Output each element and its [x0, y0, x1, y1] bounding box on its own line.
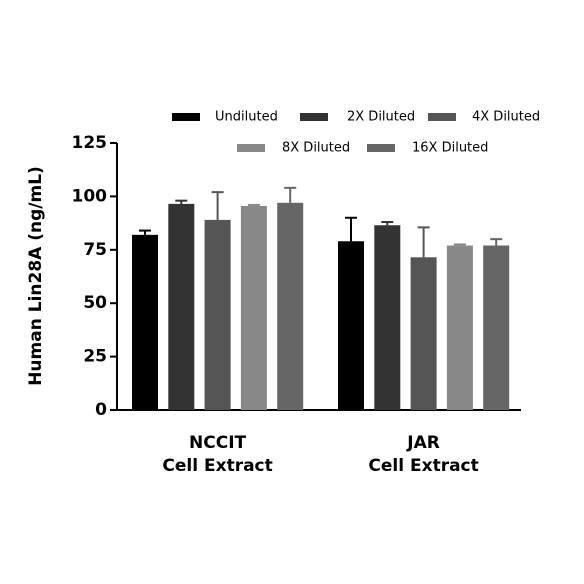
- bar: [240, 206, 267, 410]
- y-tick-label: 125: [72, 133, 108, 153]
- y-axis-label: Human Lin28A (ng/mL): [26, 166, 46, 386]
- bar: [374, 225, 401, 410]
- bar: [277, 202, 304, 410]
- legend-swatch: [172, 113, 200, 121]
- y-tick-label: 100: [72, 186, 108, 206]
- legend-label: 8X Diluted: [282, 141, 350, 156]
- legend-swatch: [300, 113, 328, 121]
- y-tick-label: 25: [83, 347, 107, 367]
- y-tick-label: 75: [83, 240, 107, 260]
- legend-label: 4X Diluted: [472, 110, 540, 125]
- bar: [410, 257, 437, 410]
- legend-label: 2X Diluted: [347, 110, 415, 125]
- x-tick-label: Cell Extract: [162, 456, 272, 476]
- x-tick-label: NCCIT: [189, 433, 247, 453]
- legend-swatch: [237, 144, 265, 152]
- bar: [132, 234, 158, 410]
- y-tick-label: 50: [83, 293, 107, 313]
- y-tick-label: 0: [95, 400, 107, 420]
- bar: [446, 245, 473, 410]
- legend-label: Undiluted: [215, 110, 278, 125]
- x-tick-label: Cell Extract: [368, 456, 478, 476]
- legend-swatch: [428, 113, 456, 121]
- bar: [338, 241, 364, 410]
- bar: [483, 245, 510, 410]
- legend-swatch: [367, 144, 395, 152]
- x-tick-label: JAR: [406, 433, 440, 453]
- bar: [204, 219, 231, 410]
- bar: [168, 203, 195, 410]
- legend-label: 16X Diluted: [412, 141, 488, 156]
